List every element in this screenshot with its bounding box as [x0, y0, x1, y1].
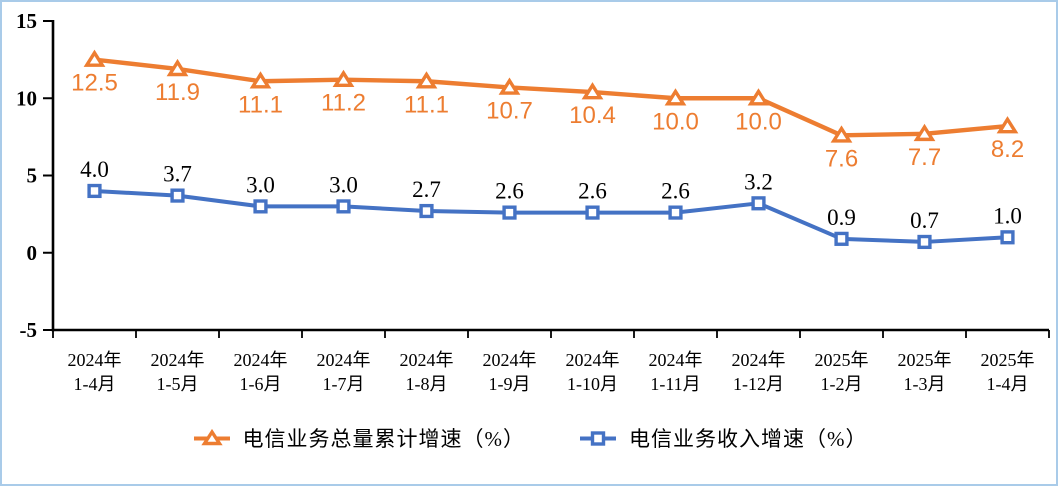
category-label: 2024年 [400, 350, 454, 370]
y-tick-label: 0 [27, 241, 38, 265]
triangle-marker-icon [498, 77, 521, 95]
triangle-marker-icon [747, 88, 770, 106]
square-marker-icon [502, 205, 517, 220]
category-label: 2025年 [898, 350, 952, 370]
data-label: 10.0 [652, 108, 699, 135]
square-marker-icon [751, 196, 766, 211]
data-label: 1.0 [993, 203, 1022, 228]
data-label: 7.7 [908, 144, 941, 171]
data-label: 2.7 [412, 177, 441, 202]
legend-label-total-volume: 电信业务总量累计增速（%） [242, 427, 525, 451]
data-label: 10.0 [735, 108, 782, 135]
data-label: 10.4 [569, 102, 616, 129]
data-label: 3.0 [246, 172, 275, 197]
data-label: 2.6 [578, 179, 607, 204]
data-label: 8.2 [991, 136, 1024, 163]
legend-item-revenue: 电信业务收入增速（%） [577, 423, 868, 453]
y-tick-label: 15 [16, 9, 37, 33]
square-marker-icon [253, 199, 268, 214]
chart-legend: 电信业务总量累计增速（%） 电信业务收入增速（%） [2, 423, 1056, 453]
triangle-marker-icon [830, 125, 853, 143]
data-label: 12.5 [71, 70, 118, 97]
x-axis-ticks [52, 330, 1050, 338]
square-marker-icon [917, 234, 932, 250]
category-label: 1-9月 [489, 374, 531, 394]
triangle-marker-icon [913, 123, 936, 142]
data-label: 11.1 [238, 91, 283, 118]
category-label: 2024年 [649, 350, 703, 370]
triangle-marker-icon [332, 69, 355, 88]
square-marker-icon [170, 188, 185, 203]
series-line [92, 188, 1010, 244]
category-label: 1-4月 [987, 374, 1029, 394]
square-marker-icon [585, 205, 600, 220]
square-marker-icon [668, 205, 683, 220]
series-0: 12.5 11.9 11.1 11.2 11.1 10.7 10.4 10.0 10.0 7.6 7… [71, 49, 1024, 172]
triangle-marker-icon [996, 116, 1019, 134]
category-label: 1-12月 [733, 374, 784, 394]
category-label: 2025年 [815, 350, 869, 370]
axes [51, 20, 1049, 332]
category-label: 2024年 [151, 350, 205, 370]
category-label: 1-7月 [323, 374, 365, 394]
y-axis-ticks: 15 10 5 0 -5 [16, 9, 54, 342]
category-label: 1-6月 [240, 374, 282, 394]
square-marker-icon [419, 203, 434, 219]
category-label: 1-10月 [567, 374, 618, 394]
triangle-marker-icon [415, 71, 438, 89]
data-label: 0.9 [827, 205, 856, 230]
category-label: 2024年 [566, 350, 620, 370]
x-axis-category-labels: 2024年 1-4月 2024年 1-5月 2024年 1-6月 2024年 1-7月 2024… [68, 350, 1035, 394]
y-tick-label: 5 [27, 164, 38, 188]
category-label: 1-11月 [650, 374, 700, 394]
y-tick-label: 10 [16, 86, 37, 110]
triangle-marker-icon [249, 71, 272, 89]
data-label: 3.2 [744, 169, 773, 194]
data-label: 2.6 [661, 179, 690, 204]
y-tick-label: -5 [20, 318, 38, 342]
category-label: 1-4月 [74, 374, 116, 394]
square-marker-icon [336, 199, 351, 214]
category-label: 1-3月 [904, 374, 946, 394]
legend-square-marker-icon [577, 429, 619, 447]
triangle-marker-icon [83, 49, 106, 67]
data-label: 4.0 [80, 157, 109, 182]
series-line [92, 57, 1010, 138]
data-label: 0.7 [910, 208, 939, 233]
square-marker-icon [87, 183, 102, 199]
triangle-marker-icon [581, 82, 604, 100]
legend-triangle-marker-icon [191, 428, 233, 447]
data-label: 11.9 [155, 79, 200, 106]
square-marker-icon [1000, 230, 1015, 245]
triangle-marker-icon [664, 88, 687, 106]
data-label: 11.2 [321, 90, 366, 117]
category-label: 1-2月 [821, 374, 863, 394]
data-label: 2.6 [495, 179, 524, 204]
square-marker-icon [834, 231, 849, 246]
series-1: 4.0 3.7 3.0 3.0 2.7 2.6 2.6 2.6 3.2 0.9 0.7 1.0 [80, 157, 1022, 250]
category-label: 2024年 [732, 350, 786, 370]
data-label: 10.7 [486, 97, 533, 124]
category-label: 2025年 [981, 350, 1035, 370]
triangle-marker-icon [166, 58, 189, 77]
category-label: 2024年 [234, 350, 288, 370]
data-label: 3.0 [329, 172, 358, 197]
data-label: 11.1 [404, 91, 449, 118]
category-label: 1-5月 [157, 374, 199, 394]
category-label: 2024年 [483, 350, 537, 370]
data-label: 3.7 [163, 162, 192, 187]
legend-item-total-volume: 电信业务总量累计增速（%） [191, 423, 526, 453]
category-label: 2024年 [317, 350, 371, 370]
category-label: 2024年 [68, 350, 122, 370]
data-label: 7.6 [825, 145, 858, 172]
category-label: 1-8月 [406, 374, 448, 394]
legend-label-revenue: 电信业务收入增速（%） [629, 427, 868, 451]
